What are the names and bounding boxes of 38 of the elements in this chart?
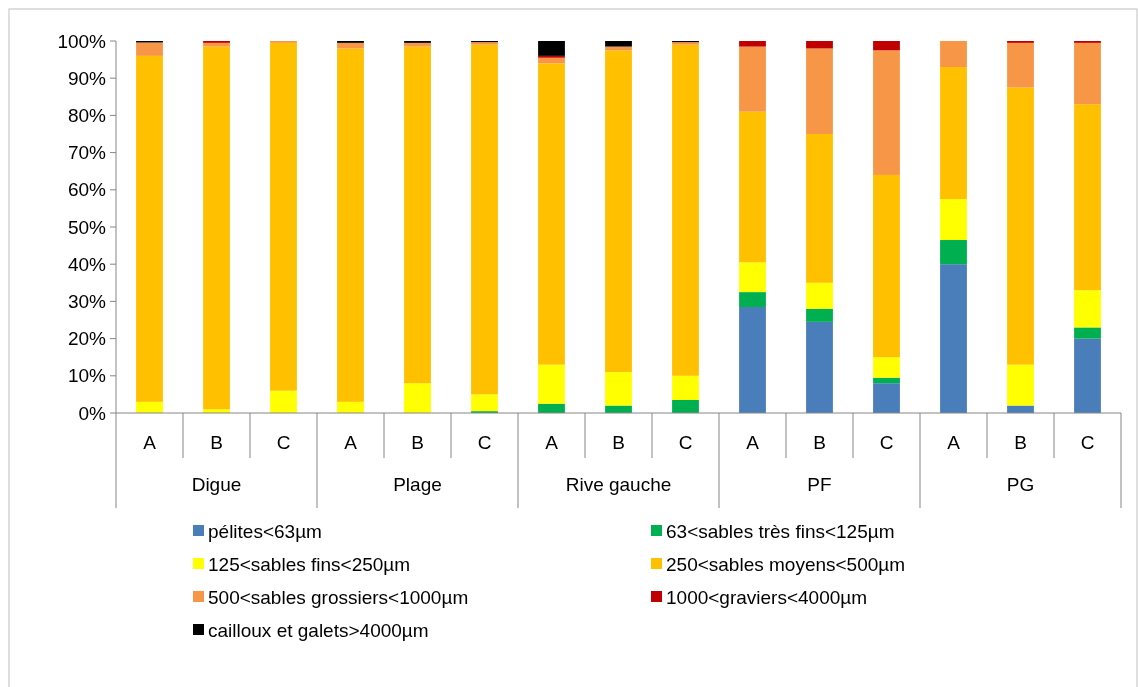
- y-tick-label: 70%: [67, 142, 107, 164]
- x-tick-label: A: [344, 432, 358, 453]
- x-tick-label: B: [411, 432, 424, 453]
- legend-label: cailloux et galets>4000µm: [208, 619, 429, 641]
- y-tick-label: 80%: [67, 105, 107, 127]
- y-tick-label: 0%: [78, 402, 107, 424]
- y-tick-label: 60%: [67, 179, 107, 201]
- legend-label: 63<sables très fins<125µm: [666, 520, 895, 542]
- x-tick-label: A: [947, 432, 961, 453]
- text: Digue: [191, 474, 242, 495]
- x-tick-label: A: [143, 432, 157, 453]
- text: PF: [807, 474, 832, 495]
- x-tick-label: B: [612, 432, 625, 453]
- x-tick-label: C: [477, 432, 492, 453]
- x-tick-label: C: [678, 432, 693, 453]
- legend-label: 500<sables grossiers<1000µm: [208, 586, 469, 608]
- x-tick-label: A: [746, 432, 760, 453]
- y-tick-label: 30%: [67, 291, 107, 313]
- y-tick-label: 50%: [67, 216, 107, 238]
- legend-label: pélites<63µm: [208, 520, 322, 542]
- x-tick-label: C: [276, 432, 291, 453]
- x-tick-label: A: [545, 432, 559, 453]
- text: PG: [1006, 474, 1035, 495]
- y-tick-label: 10%: [67, 365, 107, 387]
- x-tick-label: B: [210, 432, 223, 453]
- text: Plage: [393, 474, 442, 495]
- legend-label: 125<sables fins<250µm: [208, 553, 411, 575]
- x-tick-label: B: [813, 432, 826, 453]
- y-tick-label: 20%: [67, 328, 107, 350]
- legend-label: 1000<graviers<4000µm: [666, 586, 868, 608]
- y-tick-label: 90%: [67, 67, 107, 89]
- text: Rive gauche: [565, 474, 672, 495]
- x-tick-label: B: [1014, 432, 1027, 453]
- y-tick-label: 40%: [67, 253, 107, 275]
- legend-label: 250<sables moyens<500µm: [666, 553, 906, 575]
- y-tick-label: 100%: [57, 30, 107, 52]
- x-tick-label: C: [1080, 432, 1095, 453]
- x-tick-label: C: [879, 432, 894, 453]
